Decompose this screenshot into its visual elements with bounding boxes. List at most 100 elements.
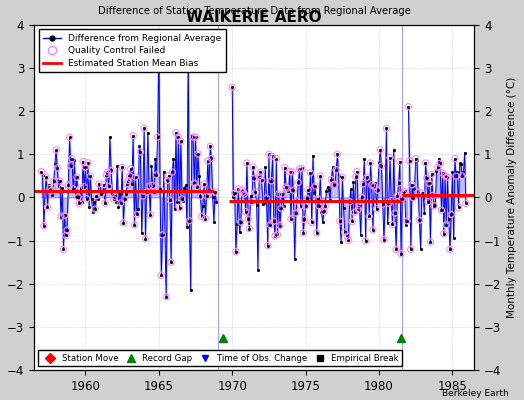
Point [190,180,199,186]
Point [82,195,91,202]
Point [146,212,155,218]
Point [133,211,141,218]
Point [91,206,100,212]
Point [243,160,251,166]
Point [395,180,403,186]
Point [152,172,160,178]
Text: Berkeley Earth: Berkeley Earth [442,389,508,398]
Point [245,225,254,232]
Point [348,218,356,225]
Point [238,187,246,193]
Point [42,174,50,180]
Point [68,155,76,162]
Point [247,199,256,205]
Point [316,173,324,179]
Point [421,160,430,166]
Point [67,162,75,169]
Point [107,167,115,174]
Y-axis label: Monthly Temperature Anomaly Difference (°C): Monthly Temperature Anomaly Difference (… [507,77,517,318]
Point [446,246,454,252]
Point [56,178,64,184]
Point [63,227,71,233]
Point [86,173,94,179]
Point [400,188,409,194]
Point [194,150,202,157]
Point [249,164,257,170]
Point [166,197,174,203]
Point [129,132,137,139]
Point [250,175,258,182]
Point [158,232,167,238]
Point [403,218,411,224]
Point [47,188,56,194]
Point [163,177,171,184]
Point [192,184,201,190]
Point [352,174,360,180]
Point [75,200,83,206]
Point [293,198,301,204]
Point [436,160,444,166]
Point [102,172,111,178]
Point [299,230,308,236]
Point [359,181,367,187]
Point [398,195,407,202]
Point [433,164,442,170]
Point [200,181,208,187]
Point [139,193,147,199]
Point [143,189,151,195]
Point [136,149,145,155]
Point [443,174,452,180]
Point [232,248,240,255]
Point [257,177,266,184]
Point [126,166,135,172]
Point [64,182,72,188]
Point [363,174,371,180]
Point [404,104,412,110]
Point [77,185,85,191]
Point [130,222,138,228]
Point [57,213,65,220]
Point [351,209,359,216]
Point [343,233,352,239]
Point [125,173,134,179]
Point [327,176,335,183]
Point [462,200,470,206]
Point [191,134,200,140]
Point [370,183,378,190]
Point [392,246,400,252]
Point [264,242,272,249]
Point [369,226,377,233]
Point [201,215,210,222]
Point [408,182,416,188]
Point [176,204,184,211]
Point [429,192,437,199]
Point [415,217,423,223]
Point [81,164,90,170]
Point [236,219,245,225]
Point [282,184,290,190]
Point [211,189,219,195]
Point [374,187,382,194]
Title: WAIKERIE AERO: WAIKERIE AERO [187,10,322,25]
Point [79,158,87,165]
Point [333,151,342,158]
Point [58,185,67,191]
Point [320,208,328,214]
Point [140,125,148,132]
Point [178,196,186,202]
Point [172,130,180,136]
Point [300,216,309,223]
Point [240,191,248,197]
Point [59,246,68,252]
Point [276,222,284,229]
Point [124,178,133,184]
Point [154,134,162,140]
Point [48,192,57,198]
Point [440,230,448,237]
Point [287,216,295,222]
Point [338,174,346,180]
Point [332,166,341,173]
Point [366,160,375,166]
Point [406,158,414,164]
Point [266,222,275,228]
